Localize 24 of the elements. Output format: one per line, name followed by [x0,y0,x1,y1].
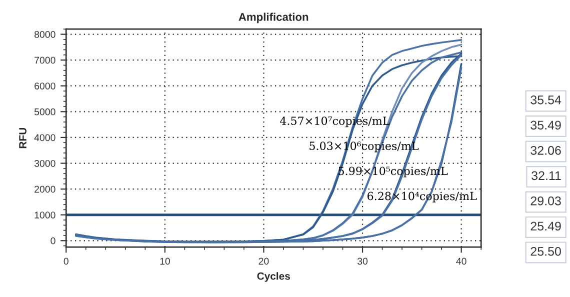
y-axis-title: RFU [19,128,26,148]
x-axis-title: Cycles [257,272,290,282]
x-tick-label: 20 [258,258,269,265]
text: 32.06 [530,146,561,155]
y-tick-label: 7000 [34,56,56,64]
y-tick-label: 0 [50,237,56,244]
x-tick-label: 30 [357,258,368,265]
text: 35.54 [530,95,562,104]
y-tick-label: 4000 [34,134,56,142]
text: 35.49 [530,120,561,130]
y-tick-label: 3000 [34,160,56,167]
y-tick-label: 5000 [34,108,56,116]
y-tick-label: 6000 [34,82,56,90]
y-tick-label: 1000 [34,212,56,218]
x-tick-label: 0 [64,258,68,265]
text: 25.50 [530,246,561,256]
text: 29.03 [530,196,561,206]
y-tick-label: 2000 [34,186,56,193]
text: 32.11 [532,171,561,180]
x-tick-label: 40 [456,258,466,265]
x-tick-label: 10 [160,258,170,265]
text: 25.49 [530,222,561,231]
chart-title: Amplification [238,12,308,24]
y-tick-label: 8000 [34,31,56,38]
